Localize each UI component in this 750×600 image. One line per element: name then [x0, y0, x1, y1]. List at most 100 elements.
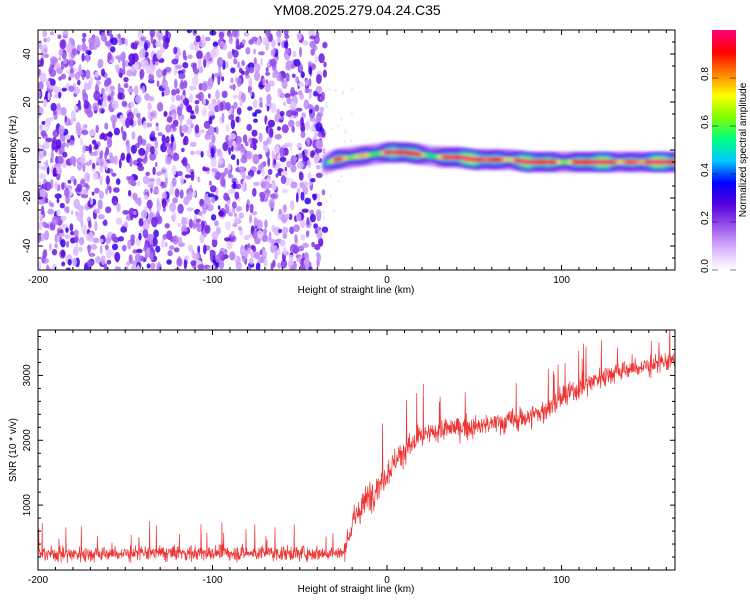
heatmap-noise-cell	[190, 171, 195, 182]
heatmap-ridge-segment	[355, 154, 358, 160]
heatmap-noise-cell	[245, 47, 251, 55]
heatmap-ridge-segment	[641, 159, 644, 165]
heatmap-noise-cell	[87, 244, 92, 251]
heatmap-noise-cell	[272, 69, 279, 79]
heatmap-noise-cell	[100, 149, 104, 158]
heatmap-noise-cell	[56, 198, 60, 204]
heatmap-ridge-segment	[383, 150, 386, 156]
heatmap-noise-cell	[226, 199, 231, 207]
heatmap-ridge-segment	[615, 159, 618, 165]
heatmap-noise-cell	[298, 171, 304, 181]
heatmap-noise-cell	[86, 172, 90, 183]
heatmap-noise-cell	[65, 227, 69, 233]
heatmap-ridge-segment	[422, 152, 425, 158]
heatmap-ridge-segment	[354, 154, 357, 160]
heatmap-noise-cell	[237, 61, 240, 69]
heatmap-ridge-segment	[480, 157, 483, 163]
heatmap-noise-cell	[252, 187, 257, 197]
heatmap-noise-cell	[168, 188, 175, 196]
heatmap-noise-cell	[304, 197, 312, 205]
heatmap-noise-cell	[282, 232, 288, 239]
heatmap-noise-cell	[244, 250, 248, 259]
heatmap-noise-cell	[100, 109, 105, 114]
heatmap-noise-cell	[240, 156, 248, 164]
heatmap-noise-cell	[186, 104, 193, 113]
heatmap-noise-cell	[70, 210, 74, 215]
heatmap-ridge-segment	[441, 154, 444, 160]
heatmap-noise-cell	[351, 87, 354, 91]
heatmap-noise-cell	[235, 76, 238, 83]
heatmap-noise-cell	[232, 94, 238, 99]
heatmap-ridge-segment	[438, 154, 441, 160]
heatmap-ridge-segment	[504, 157, 507, 163]
heatmap-ridge-segment	[472, 156, 475, 162]
heatmap-noise-cell	[293, 58, 301, 67]
heatmap-noise-cell	[65, 69, 71, 75]
heatmap-noise-cell	[174, 78, 178, 89]
heatmap-noise-cell	[332, 209, 336, 213]
heatmap-noise-cell	[127, 88, 135, 93]
heatmap-ridge-segment	[516, 158, 519, 164]
heatmap-ridge-segment	[547, 159, 550, 165]
heatmap-noise-cell	[56, 209, 61, 217]
heatmap-noise-cell	[40, 130, 47, 137]
heatmap-noise-cell	[177, 203, 184, 214]
heatmap-ridge-segment	[590, 159, 593, 165]
heatmap-ridge-segment	[467, 156, 470, 162]
heatmap-noise-cell	[150, 130, 156, 137]
heatmap-noise-cell	[299, 183, 306, 189]
heatmap-noise-cell	[231, 30, 239, 38]
heatmap-noise-cell	[325, 200, 328, 204]
heatmap-ridge-segment	[616, 159, 620, 165]
heatmap-noise-cell	[78, 209, 84, 219]
snr-series-layer	[38, 330, 675, 564]
heatmap-ridge-segment	[342, 156, 345, 162]
heatmap-noise-cell	[250, 244, 255, 250]
heatmap-noise-cell	[85, 69, 91, 80]
heatmap-noise-cell	[227, 163, 232, 171]
heatmap-ridge-segment	[359, 153, 362, 159]
heatmap-noise-cell	[182, 61, 189, 69]
heatmap-noise-cell	[215, 126, 219, 135]
heatmap-noise-cell	[252, 230, 258, 240]
heatmap-noise-cell	[320, 91, 325, 102]
heatmap-noise-cell	[268, 198, 275, 209]
heatmap-noise-cell	[107, 95, 112, 101]
heatmap-noise-cell	[253, 48, 257, 55]
heatmap-noise-cell	[49, 243, 52, 251]
heatmap-noise-cell	[227, 169, 232, 177]
heatmap-ridge-segment	[561, 159, 565, 165]
heatmap-ridge-segment	[444, 154, 447, 160]
heatmap-noise-cell	[236, 77, 242, 87]
heatmap-noise-cell	[118, 158, 122, 169]
heatmap-noise-cell	[81, 129, 89, 136]
heatmap-noise-cell	[78, 237, 85, 246]
heatmap-noise-cell	[328, 88, 331, 91]
heatmap-noise-cell	[130, 213, 134, 221]
heatmap-ridge-segment	[508, 157, 511, 163]
heatmap-noise-cell	[60, 239, 66, 248]
heatmap-noise-cell	[79, 178, 86, 188]
heatmap-noise-cell	[61, 87, 67, 92]
heatmap-noise-cell	[230, 230, 235, 237]
heatmap-ridge-segment	[337, 156, 340, 162]
heatmap-noise-cell	[109, 152, 113, 159]
heatmap-ridge-segment	[599, 159, 602, 165]
heatmap-ridge-segment	[410, 150, 413, 156]
heatmap-x-tick-label: -200	[28, 275, 48, 286]
heatmap-noise-cell	[173, 46, 178, 55]
heatmap-noise-cell	[40, 57, 44, 67]
heatmap-ridge-segment	[459, 154, 462, 161]
heatmap-ridge-segment	[487, 157, 490, 163]
heatmap-noise-cell	[99, 134, 103, 140]
heatmap-ridge-segment	[659, 159, 662, 165]
heatmap-noise-cell	[137, 135, 143, 146]
heatmap-noise-cell	[241, 70, 245, 76]
heatmap-ridge-segment	[612, 159, 615, 165]
heatmap-ridge-segment	[543, 159, 546, 165]
heatmap-ridge-segment	[670, 159, 673, 165]
heatmap-ridge-segment	[406, 150, 409, 156]
heatmap-noise-cell	[224, 167, 229, 175]
heatmap-noise-cell	[49, 31, 55, 36]
heatmap-ridge-segment	[608, 159, 611, 165]
